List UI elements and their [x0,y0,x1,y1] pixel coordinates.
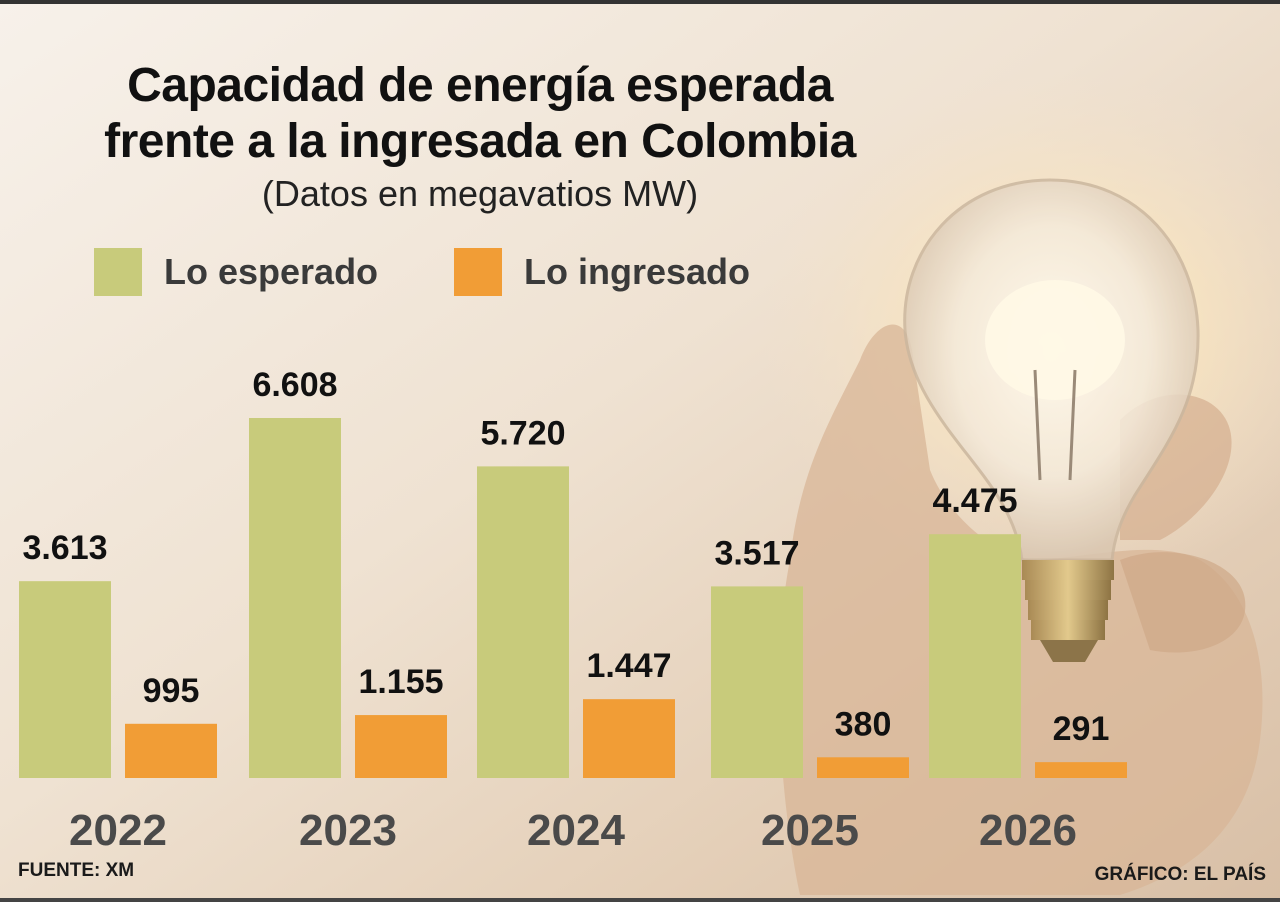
category-label-2022: 2022 [69,806,167,855]
bar-esperado-2025 [711,586,803,778]
bar-esperado-2023 [249,418,341,778]
bar-ingresado-2026 [1035,762,1127,778]
chart-title-line-2: frente a la ingresada en Colombia [104,115,856,168]
legend-swatch-ingresado [454,248,502,296]
data-label-ingresado-2024: 1.447 [586,647,671,685]
bar-ingresado-2022 [125,723,217,778]
data-label-esperado-2025: 3.517 [714,534,799,572]
category-label-2026: 2026 [979,806,1077,855]
data-label-ingresado-2023: 1.155 [358,663,443,701]
legend-item-esperado: Lo esperado [94,248,378,296]
chart-title: Capacidad de energía esperada frente a l… [40,58,920,170]
bar-esperado-2022 [19,581,111,778]
category-label-2023: 2023 [299,806,397,855]
data-label-ingresado-2025: 380 [835,705,892,743]
bar-esperado-2024 [477,466,569,778]
data-label-ingresado-2026: 291 [1053,710,1110,748]
category-label-2025: 2025 [761,806,859,855]
legend-swatch-esperado [94,248,142,296]
legend-label-esperado: Lo esperado [164,251,379,292]
source-note: FUENTE: XM [18,860,135,881]
data-label-esperado-2024: 5.720 [480,414,565,452]
data-label-esperado-2022: 3.613 [22,529,107,567]
data-label-ingresado-2022: 995 [143,672,200,710]
bar-ingresado-2025 [817,757,909,778]
chart-subtitle: (Datos en megavatios MW) [261,173,699,214]
credit-note: GRÁFICO: EL PAÍS [1094,864,1266,885]
bar-ingresado-2024 [583,699,675,778]
chart-title-line-1: Capacidad de energía esperada [127,59,833,112]
legend-item-ingresado: Lo ingresado [454,248,750,296]
data-label-esperado-2026: 4.475 [932,482,1017,520]
data-label-esperado-2023: 6.608 [252,366,337,404]
legend-label-ingresado: Lo ingresado [524,251,751,292]
bar-esperado-2026 [929,534,1021,778]
category-label-2024: 2024 [527,806,625,855]
bar-ingresado-2023 [355,715,447,778]
